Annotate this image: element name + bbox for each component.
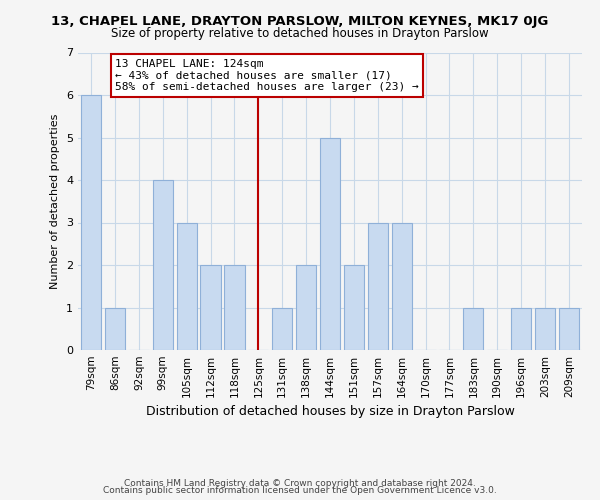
Bar (152, 180, 173, 350)
Bar (368, 222, 388, 350)
Text: Size of property relative to detached houses in Drayton Parslow: Size of property relative to detached ho… (111, 28, 489, 40)
Text: Contains HM Land Registry data © Crown copyright and database right 2024.: Contains HM Land Registry data © Crown c… (124, 478, 476, 488)
Bar (463, 308, 484, 350)
Bar (176, 222, 197, 350)
Text: Contains public sector information licensed under the Open Government Licence v3: Contains public sector information licen… (103, 486, 497, 495)
Bar (511, 308, 531, 350)
Text: 13 CHAPEL LANE: 124sqm
← 43% of detached houses are smaller (17)
58% of semi-det: 13 CHAPEL LANE: 124sqm ← 43% of detached… (115, 59, 419, 92)
Bar (535, 308, 555, 350)
Bar (320, 138, 340, 350)
Bar (81, 95, 101, 350)
Bar (105, 308, 125, 350)
Bar (392, 222, 412, 350)
Bar (559, 308, 579, 350)
Bar (272, 308, 292, 350)
Y-axis label: Number of detached properties: Number of detached properties (50, 114, 61, 289)
Bar (296, 265, 316, 350)
Bar (200, 265, 221, 350)
X-axis label: Distribution of detached houses by size in Drayton Parslow: Distribution of detached houses by size … (146, 406, 514, 418)
Text: 13, CHAPEL LANE, DRAYTON PARSLOW, MILTON KEYNES, MK17 0JG: 13, CHAPEL LANE, DRAYTON PARSLOW, MILTON… (52, 15, 548, 28)
Bar (344, 265, 364, 350)
Bar (224, 265, 245, 350)
